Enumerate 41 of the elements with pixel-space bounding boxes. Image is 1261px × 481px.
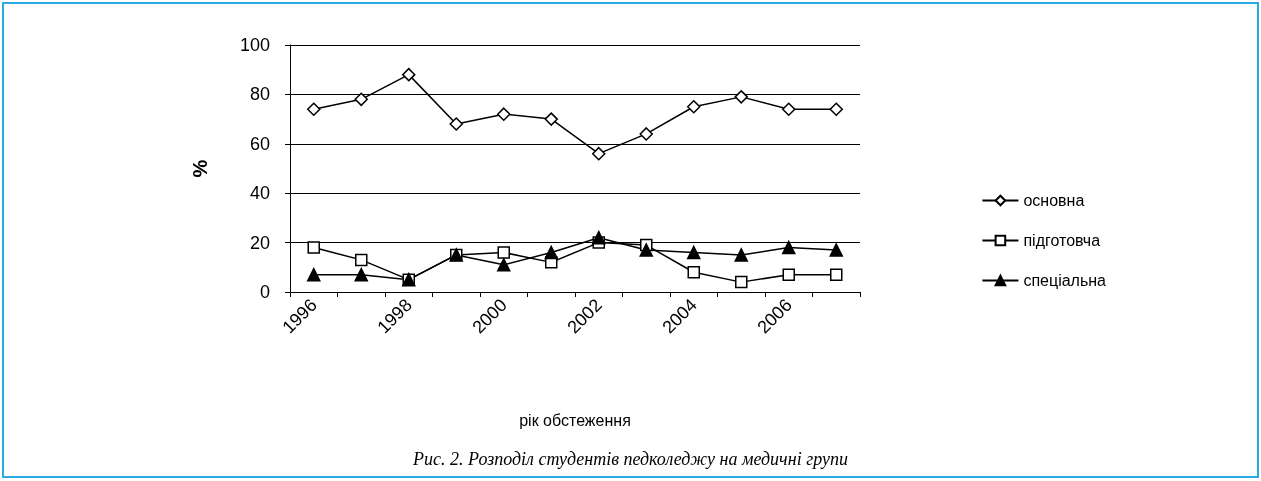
point bbox=[544, 245, 558, 260]
point bbox=[592, 230, 606, 245]
point bbox=[782, 240, 796, 255]
point bbox=[307, 267, 321, 282]
point bbox=[639, 243, 653, 257]
point bbox=[829, 102, 843, 116]
y-tick-label: 60 bbox=[249, 133, 270, 154]
point bbox=[354, 267, 368, 282]
point bbox=[307, 102, 321, 116]
y-tick-label: 20 bbox=[249, 232, 270, 253]
point bbox=[829, 243, 843, 257]
y-tick-label: 40 bbox=[249, 183, 270, 204]
point bbox=[497, 246, 510, 259]
point bbox=[449, 117, 463, 131]
legend-label: основна bbox=[1023, 192, 1085, 209]
point bbox=[734, 248, 748, 262]
legend-label: спеціальна bbox=[1023, 272, 1107, 289]
point bbox=[639, 127, 653, 141]
point bbox=[734, 90, 748, 104]
point bbox=[402, 67, 416, 82]
point bbox=[830, 268, 843, 281]
point bbox=[497, 107, 511, 121]
point bbox=[687, 265, 700, 279]
point bbox=[355, 253, 368, 267]
y-tick-label: 100 bbox=[239, 35, 270, 55]
x-axis-title: рік обстеження bbox=[519, 411, 631, 429]
point bbox=[687, 100, 701, 114]
point bbox=[687, 245, 701, 260]
point bbox=[592, 146, 606, 161]
point bbox=[354, 92, 368, 107]
y-tick-label: 80 bbox=[249, 84, 270, 105]
point bbox=[782, 268, 795, 281]
legend-label: підготовча bbox=[1023, 232, 1101, 249]
text: Рис. 2. Розподіл студентів педколеджу на медичні групи bbox=[412, 449, 848, 469]
y-tick-label: 0 bbox=[259, 282, 270, 302]
point bbox=[782, 102, 796, 116]
y-axis-title: % bbox=[189, 159, 211, 178]
point bbox=[544, 112, 558, 126]
point bbox=[735, 275, 748, 289]
point bbox=[307, 241, 320, 254]
point bbox=[497, 258, 511, 272]
